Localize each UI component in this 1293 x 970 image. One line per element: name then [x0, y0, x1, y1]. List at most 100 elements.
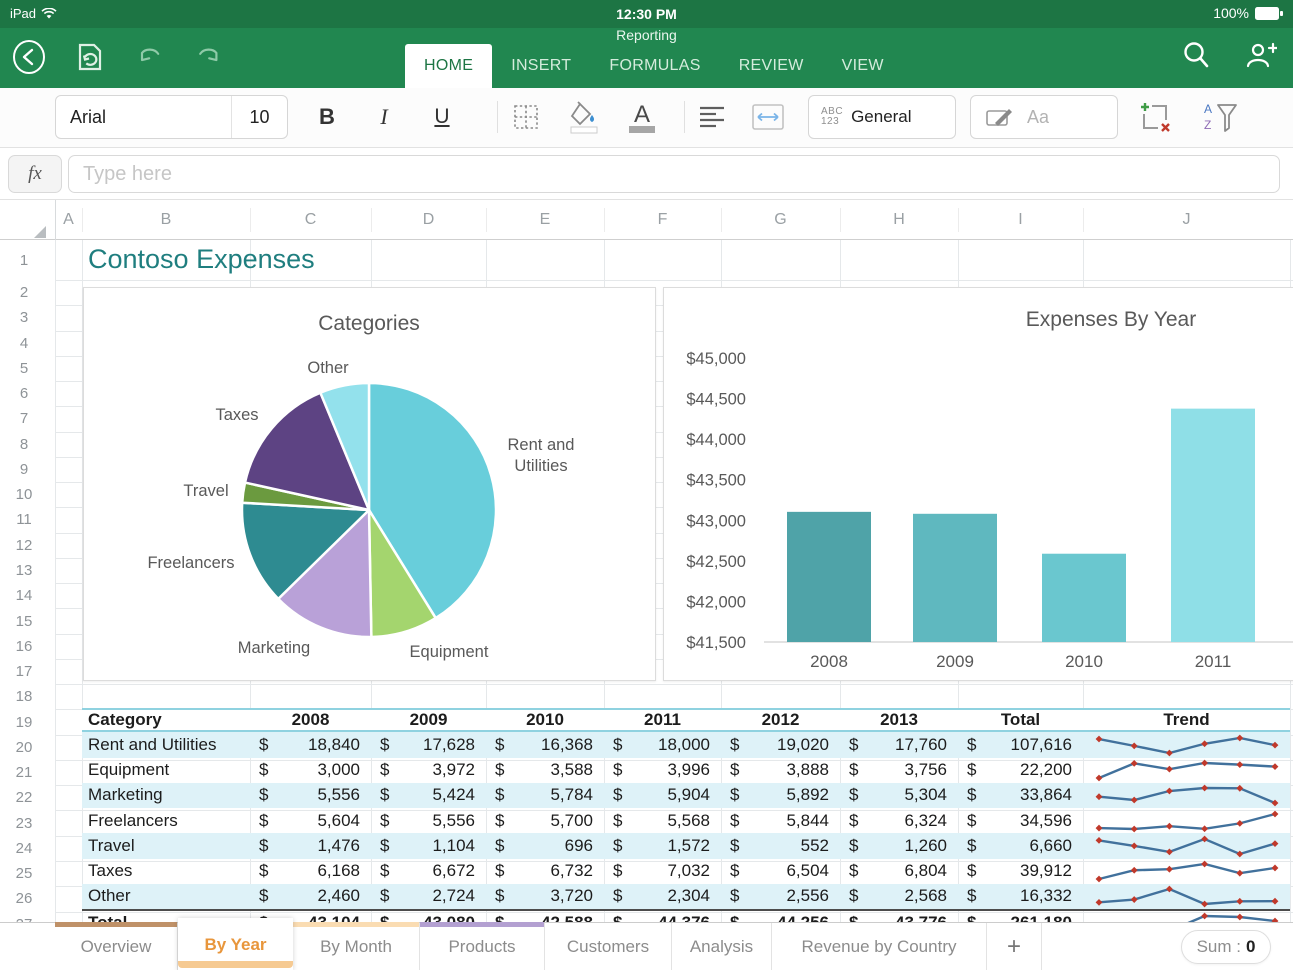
table-header-total[interactable]: Total — [1000, 710, 1041, 730]
bar-2011[interactable] — [1171, 408, 1255, 642]
table-cell-value[interactable]: $1,476 — [259, 835, 360, 855]
table-cell-value[interactable]: $5,904 — [613, 785, 710, 805]
table-row-equipment[interactable]: Equipment $3,000 $3,972 $3,588 $3,996 $3,888 $… — [82, 758, 1290, 783]
table-row-taxes[interactable]: Taxes $6,168 $6,672 $6,732 $7,032 $6,504 $6,80… — [82, 859, 1290, 884]
row-header-4[interactable]: 4 — [19, 334, 29, 352]
table-cell-value[interactable]: $44,256 — [721, 911, 840, 922]
row-header-13[interactable]: 13 — [15, 561, 33, 579]
sheet-tab-overview[interactable]: Overview — [55, 922, 178, 970]
add-sheet-button[interactable]: + — [987, 923, 1042, 970]
pie-slice-marketing[interactable] — [276, 508, 373, 639]
table-cell-value[interactable]: $1,572 — [613, 835, 710, 855]
row-header-14[interactable]: 14 — [15, 587, 33, 605]
table-cell-value[interactable]: $5,556 — [380, 810, 475, 830]
table-header-trend[interactable]: Trend — [1163, 710, 1210, 730]
table-cell-category[interactable]: Taxes — [88, 861, 133, 881]
table-cell-category[interactable]: Equipment — [88, 760, 170, 780]
table-header-2008[interactable]: 2008 — [291, 710, 330, 730]
table-cell-value[interactable]: $43,776 — [840, 911, 958, 922]
insert-delete-cells-button[interactable] — [1128, 95, 1182, 139]
search-button[interactable] — [1177, 36, 1215, 74]
select-all-corner[interactable] — [34, 226, 46, 238]
row-header-27[interactable]: 27 — [0, 912, 48, 922]
table-header-2013[interactable]: 2013 — [880, 710, 918, 730]
font-name-value[interactable]: Arial — [70, 106, 107, 127]
pie-slice-taxes[interactable] — [243, 391, 371, 512]
row-header-26[interactable]: 26 — [15, 890, 33, 908]
save-sync-icon[interactable] — [70, 38, 108, 76]
table-cell-value[interactable]: $5,424 — [380, 785, 475, 805]
table-cell-trend-sparkline[interactable] — [1083, 732, 1290, 757]
table-cell-category[interactable]: Total — [82, 911, 250, 922]
borders-button[interactable] — [500, 95, 552, 139]
underline-button[interactable]: U — [434, 105, 450, 128]
row-header-10[interactable]: 10 — [15, 486, 33, 504]
sum-status-pill[interactable]: Sum : 0 — [1181, 930, 1271, 964]
table-cell-value[interactable]: $6,732 — [495, 861, 593, 881]
wrap-merge-button[interactable] — [742, 95, 794, 139]
table-header-2012[interactable]: 2012 — [761, 710, 800, 730]
number-format-picker[interactable]: ABC 123 General — [808, 95, 956, 139]
pie-slice-freelancers[interactable] — [240, 501, 371, 601]
table-row-total[interactable]: Total$43,104$43,080$42,588$44,376$44,256… — [82, 909, 1290, 922]
table-header-2011[interactable]: 2011 — [644, 710, 681, 730]
table-header-2009[interactable]: 2009 — [409, 710, 448, 730]
table-cell-trend-sparkline[interactable] — [1083, 911, 1290, 922]
row-header-19[interactable]: 19 — [15, 713, 33, 731]
font-size-value[interactable]: 10 — [231, 96, 287, 138]
table-cell-trend-sparkline[interactable] — [1083, 859, 1290, 884]
font-picker[interactable]: Arial 10 — [55, 95, 288, 139]
table-cell-trend-sparkline[interactable] — [1083, 833, 1290, 858]
table-cell-value[interactable]: $5,556 — [259, 785, 360, 805]
row-header-8[interactable]: 8 — [19, 435, 29, 453]
column-header-F[interactable]: F — [657, 211, 668, 228]
cell-styles-picker[interactable]: Aa — [970, 95, 1118, 139]
table-cell-value[interactable]: $43,080 — [371, 911, 486, 922]
table-cell-value[interactable]: $16,368 — [495, 734, 593, 754]
table-cell-value[interactable]: $5,304 — [849, 785, 947, 805]
sheet-tab-by-year[interactable]: By Year — [178, 918, 293, 970]
table-cell-value[interactable]: $16,332 — [967, 886, 1072, 906]
table-cell-value[interactable]: $3,756 — [849, 760, 947, 780]
column-header-J[interactable]: J — [1182, 211, 1191, 228]
sheet-tab-revenue-by-country[interactable]: Revenue by Country — [772, 923, 987, 970]
cell-a1-title[interactable]: Contoso Expenses — [88, 244, 315, 274]
table-row-rent-and-utilities[interactable]: Rent and Utilities $18,840 $17,628 $16,368 $… — [82, 732, 1290, 758]
table-cell-value[interactable]: $18,840 — [259, 734, 360, 754]
table-cell-value[interactable]: $6,168 — [259, 861, 360, 881]
table-row-freelancers[interactable]: Freelancers $5,604 $5,556 $5,700 $5,568 $5,84… — [82, 808, 1290, 833]
italic-button[interactable]: I — [380, 104, 388, 129]
table-cell-value[interactable]: $5,844 — [730, 810, 829, 830]
table-cell-value[interactable]: $2,304 — [613, 886, 710, 906]
table-cell-category[interactable]: Other — [88, 886, 131, 906]
font-color-button[interactable]: A — [616, 95, 668, 139]
table-cell-value[interactable]: $34,596 — [967, 810, 1072, 830]
fill-color-button[interactable] — [558, 95, 610, 139]
column-header-B[interactable]: B — [160, 211, 172, 228]
column-header-C[interactable]: C — [304, 211, 317, 228]
sheet-tab-analysis[interactable]: Analysis — [672, 923, 772, 970]
column-headers[interactable]: A B C D E F G H I J — [0, 200, 1293, 240]
row-header-6[interactable]: 6 — [19, 385, 29, 403]
table-cell-value[interactable]: $3,588 — [495, 760, 593, 780]
row-header-20[interactable]: 20 — [15, 738, 33, 756]
row-header-3[interactable]: 3 — [19, 309, 29, 327]
table-cell-value[interactable]: $17,628 — [380, 734, 475, 754]
table-cell-value[interactable]: $552 — [730, 835, 829, 855]
sheet-tab-products[interactable]: Products — [420, 922, 545, 970]
table-cell-value[interactable]: $261,180 — [958, 911, 1083, 922]
column-header-D[interactable]: D — [422, 211, 435, 228]
table-cell-value[interactable]: $2,460 — [259, 886, 360, 906]
row-header-5[interactable]: 5 — [19, 359, 29, 377]
row-header-25[interactable]: 25 — [15, 865, 33, 883]
table-cell-trend-sparkline[interactable] — [1083, 783, 1290, 808]
table-cell-value[interactable]: $3,000 — [259, 760, 360, 780]
sheet-tab-customers[interactable]: Customers — [545, 923, 672, 970]
table-header-category[interactable]: Category — [88, 710, 162, 730]
sheet-tab-by-month[interactable]: By Month — [293, 922, 420, 970]
row-header-17[interactable]: 17 — [15, 663, 33, 681]
back-button[interactable] — [10, 38, 48, 76]
column-header-G[interactable]: G — [774, 211, 787, 228]
row-header-22[interactable]: 22 — [15, 789, 33, 807]
